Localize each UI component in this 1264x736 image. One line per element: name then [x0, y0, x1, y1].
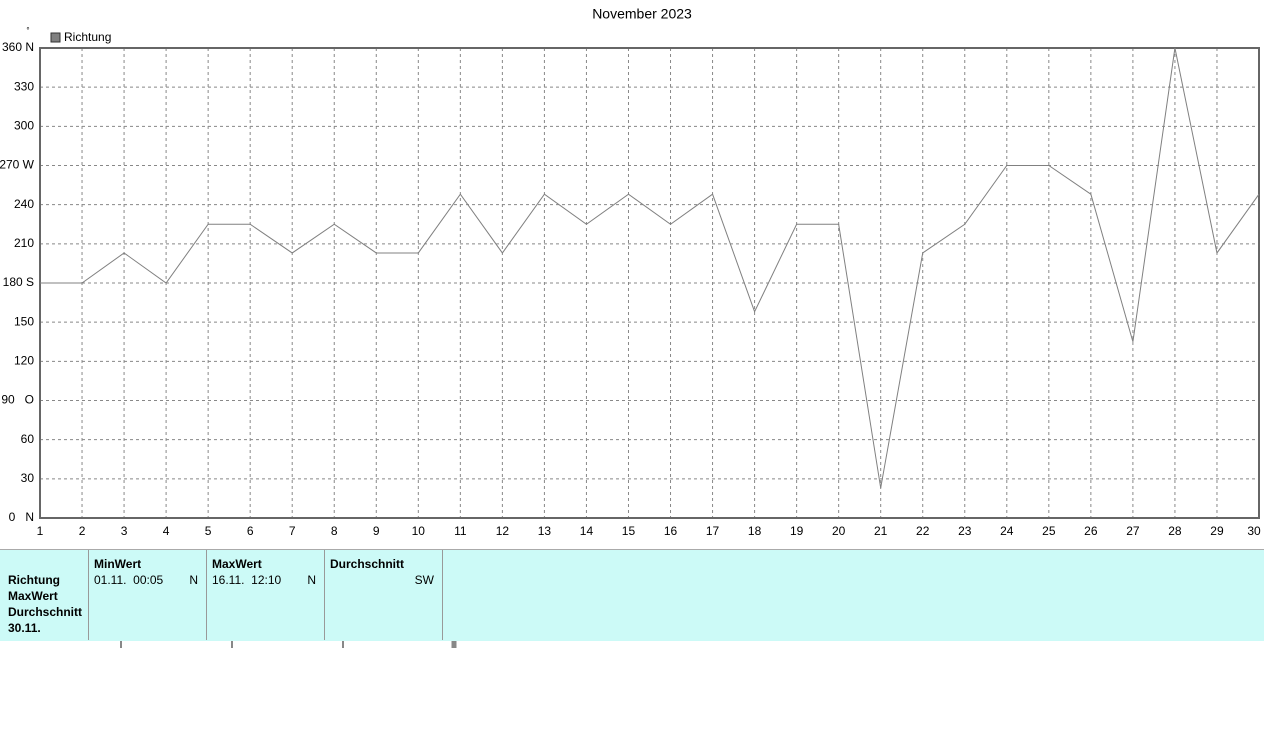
x-tick-label: 9	[373, 524, 380, 538]
column-date: 01.11. 00:05	[94, 573, 164, 587]
x-tick-label: 18	[748, 524, 762, 538]
y-tick-label: 30	[21, 471, 35, 485]
x-tick-label: 8	[331, 524, 338, 538]
column-header: Durchschnitt	[330, 557, 405, 571]
legend-swatch	[50, 32, 61, 43]
y-tick-label: 180 S	[3, 275, 34, 289]
column-value: N	[307, 573, 316, 587]
column-value: SW	[414, 573, 434, 587]
summary-panel: Richtung MaxWert Durchschnitt 30.11. MinWert…	[0, 549, 1264, 641]
x-tick-label: 27	[1126, 524, 1140, 538]
legend-label: Richtung	[64, 30, 111, 44]
x-tick-label: 21	[874, 524, 888, 538]
y-tick-label: 90 O	[1, 393, 34, 407]
column-value: N	[189, 573, 198, 587]
x-tick-label: 5	[205, 524, 212, 538]
x-tick-label: 10	[412, 524, 426, 538]
x-tick-label: 12	[496, 524, 510, 538]
x-tick-label: 29	[1210, 524, 1224, 538]
x-tick-label: 23	[958, 524, 972, 538]
x-tick-label: 1	[37, 524, 44, 538]
x-tick-label: 20	[832, 524, 846, 538]
x-tick-label: 3	[121, 524, 128, 538]
x-tick-label: 25	[1042, 524, 1056, 538]
y-tick-label: 360 N	[2, 40, 34, 54]
column-header: MinWert	[94, 557, 142, 571]
row-label: Durchschnitt	[8, 605, 83, 619]
y-tick-label: 270 W	[0, 158, 35, 172]
x-tick-label: 22	[916, 524, 930, 538]
x-tick-label: 30	[1247, 524, 1261, 538]
x-tick-label: 28	[1168, 524, 1182, 538]
x-tick-label: 6	[247, 524, 254, 538]
summary-column: MinWert 01.11. 00:05 N	[89, 550, 207, 640]
y-tick-label: 240	[14, 197, 34, 211]
y-unit: °	[26, 26, 29, 35]
row-label: MaxWert	[8, 589, 58, 603]
y-tick-label: 300	[14, 119, 34, 133]
x-tick-label: 11	[454, 524, 467, 538]
y-tick-label: 0 N	[9, 510, 34, 524]
summary-column: MaxWert 16.11. 12:10 N	[207, 550, 325, 640]
chart-title: November 2023	[592, 6, 692, 22]
x-tick-label: 26	[1084, 524, 1098, 538]
x-tick-label: 16	[664, 524, 678, 538]
summary-column: Durchschnitt SW	[325, 550, 443, 640]
column-date: 16.11. 12:10	[212, 573, 282, 587]
x-tick-label: 17	[706, 524, 720, 538]
y-tick-label: 150	[14, 314, 34, 328]
x-tick-label: 15	[622, 524, 636, 538]
label-column: Richtung MaxWert Durchschnitt 30.11.	[0, 550, 89, 640]
y-tick-label: 120	[14, 354, 34, 368]
y-tick-label: 210	[14, 236, 34, 250]
x-tick-label: 24	[1000, 524, 1014, 538]
x-tick-label: 19	[790, 524, 804, 538]
data-line	[40, 47, 1260, 489]
x-tick-label: 13	[538, 524, 552, 538]
y-tick-label: 330	[14, 79, 34, 93]
x-tick-label: 7	[289, 524, 296, 538]
x-tick-label: 14	[580, 524, 594, 538]
row-label: Richtung	[8, 573, 60, 587]
column-header: MaxWert	[212, 557, 262, 571]
x-tick-label: 2	[79, 524, 86, 538]
x-tick-label: 4	[163, 524, 170, 538]
footer-ticks	[120, 641, 457, 648]
y-tick-label: 60	[21, 432, 35, 446]
row-label: 30.11.	[8, 621, 41, 635]
